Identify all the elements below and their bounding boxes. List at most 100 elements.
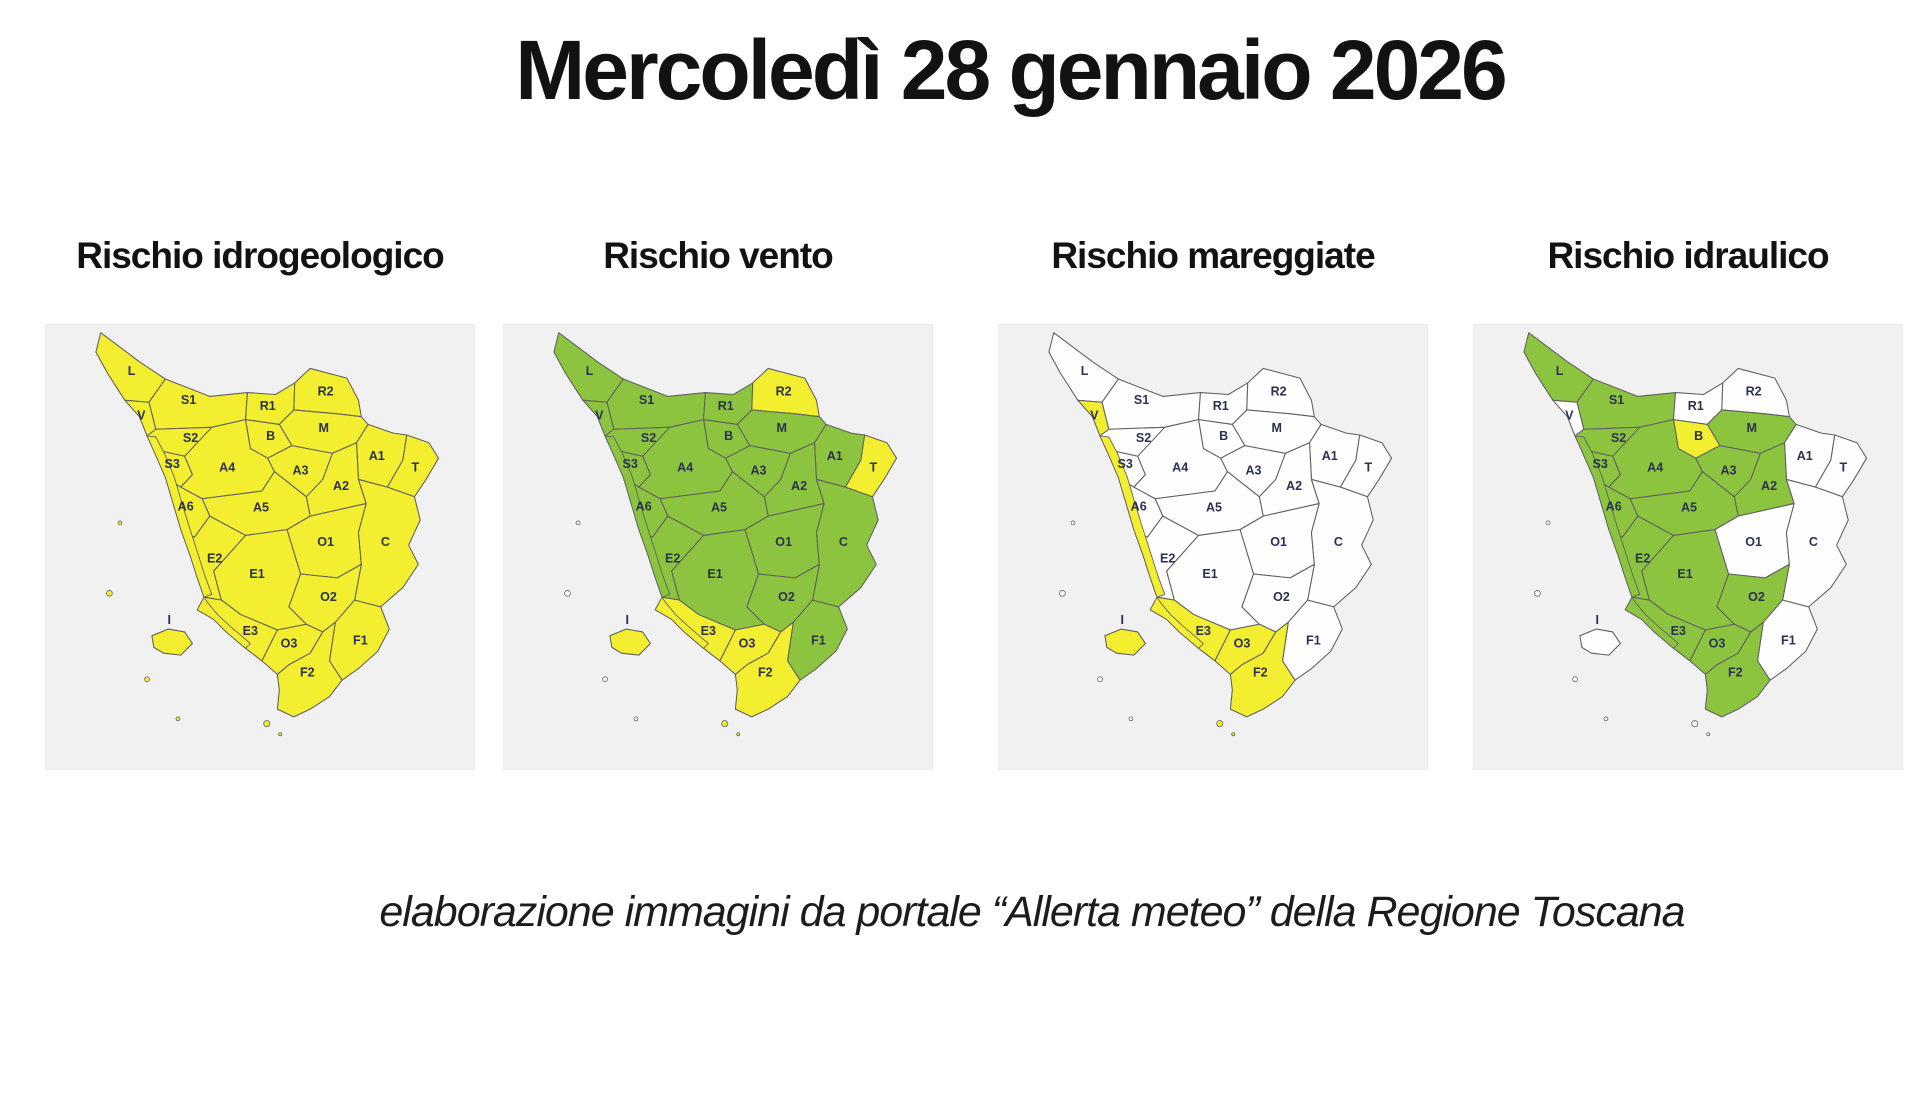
minor-island xyxy=(1070,520,1076,526)
zone-label-A2: A2 xyxy=(1761,479,1777,493)
zone-label-I: I xyxy=(1596,613,1599,627)
zone-F2 xyxy=(1229,621,1296,718)
zone-label-M: M xyxy=(776,421,786,435)
zone-label-T: T xyxy=(1365,461,1373,475)
zone-label-B: B xyxy=(1219,429,1228,443)
zone-label-S2: S2 xyxy=(641,431,656,445)
zone-T xyxy=(1339,434,1393,498)
zone-label-I: I xyxy=(626,613,629,627)
coastal-strip-coast1 xyxy=(1099,435,1166,598)
zone-label-A6: A6 xyxy=(636,500,652,514)
minor-island xyxy=(564,590,571,597)
coastal-strip-coast1 xyxy=(146,435,213,598)
zone-I xyxy=(1104,628,1146,656)
zone-F2 xyxy=(276,621,343,718)
minor-island xyxy=(1231,732,1236,737)
minor-island xyxy=(1534,590,1541,597)
zone-label-A2: A2 xyxy=(791,479,807,493)
zone-label-A5: A5 xyxy=(711,500,727,514)
zone-label-A3: A3 xyxy=(1721,464,1737,478)
zone-label-C: C xyxy=(839,535,848,549)
map-title-vento: Rischio vento xyxy=(603,235,834,277)
zone-label-S3: S3 xyxy=(1593,457,1608,471)
minor-island xyxy=(1706,732,1711,737)
coastal-strip-coast2 xyxy=(196,596,251,649)
zone-label-M: M xyxy=(1746,421,1756,435)
zone-label-A3: A3 xyxy=(751,464,767,478)
zone-label-A5: A5 xyxy=(1206,500,1222,514)
zone-label-A1: A1 xyxy=(1797,449,1813,463)
zone-label-F2: F2 xyxy=(1728,666,1743,680)
minor-island xyxy=(1059,590,1066,597)
zone-label-O2: O2 xyxy=(1273,590,1290,604)
zone-label-R2: R2 xyxy=(776,385,792,399)
zone-label-O1: O1 xyxy=(1270,535,1287,549)
minor-island xyxy=(144,676,150,683)
zone-label-E2: E2 xyxy=(1635,552,1650,566)
zone-label-O2: O2 xyxy=(320,590,337,604)
zone-label-R1: R1 xyxy=(260,399,276,413)
zone-label-E2: E2 xyxy=(665,552,680,566)
minor-island xyxy=(1572,676,1578,683)
zone-label-F1: F1 xyxy=(1781,634,1796,648)
minor-island xyxy=(575,520,581,526)
zone-label-T: T xyxy=(412,461,420,475)
zone-label-I: I xyxy=(168,613,171,627)
zone-label-V: V xyxy=(1090,409,1099,423)
zone-label-I: I xyxy=(1121,613,1124,627)
zone-label-S1: S1 xyxy=(181,393,196,407)
zone-label-V: V xyxy=(137,409,146,423)
minor-island xyxy=(1128,716,1134,722)
zone-label-V: V xyxy=(1565,409,1574,423)
zone-label-A4: A4 xyxy=(1647,461,1663,475)
zone-label-A2: A2 xyxy=(1286,479,1302,493)
zone-label-E1: E1 xyxy=(707,567,722,581)
zone-label-E1: E1 xyxy=(1202,567,1217,581)
coastal-strip-coast1 xyxy=(1574,435,1641,598)
zone-label-L: L xyxy=(1081,364,1089,378)
zone-label-A2: A2 xyxy=(333,479,349,493)
zone-label-A4: A4 xyxy=(1172,461,1188,475)
zone-label-T: T xyxy=(1840,461,1848,475)
minor-island xyxy=(1545,520,1551,526)
map-box-idraulico: L S1 V S2 S3 R1 R2 M B A4 A3 A1 T A2 A5 A6 O1 C E2 E1 O2 E3 O3… xyxy=(1473,324,1903,771)
zone-label-O1: O1 xyxy=(1745,535,1762,549)
zone-F2 xyxy=(1704,621,1771,718)
zone-label-E3: E3 xyxy=(1196,624,1211,638)
zone-label-R1: R1 xyxy=(1688,399,1704,413)
zone-label-O2: O2 xyxy=(1748,590,1765,604)
minor-island xyxy=(175,716,181,722)
coastal-strip-coast2 xyxy=(1624,596,1679,649)
zone-label-E3: E3 xyxy=(701,624,716,638)
zone-label-M: M xyxy=(318,421,328,435)
map-title-idraulico: Rischio idraulico xyxy=(1547,235,1829,277)
zone-label-E3: E3 xyxy=(243,624,258,638)
coastal-strip-coast2 xyxy=(654,596,709,649)
zone-label-F2: F2 xyxy=(758,666,773,680)
zone-label-V: V xyxy=(595,409,604,423)
zone-I xyxy=(1579,628,1621,656)
zone-I xyxy=(151,628,193,656)
zone-label-S3: S3 xyxy=(165,457,180,471)
zone-label-A3: A3 xyxy=(293,464,309,478)
zone-label-R2: R2 xyxy=(1271,385,1287,399)
zone-label-A5: A5 xyxy=(1681,500,1697,514)
map-title-mareggiate: Rischio mareggiate xyxy=(1051,235,1375,277)
minor-island xyxy=(117,520,123,526)
zone-label-S3: S3 xyxy=(1118,457,1133,471)
map-column-mareggiate: Rischio mareggiate L S1 V S2 S3 R1 R2 M B A4 A3 A1 T… xyxy=(998,235,1428,771)
zone-label-A3: A3 xyxy=(1246,464,1262,478)
zone-label-E2: E2 xyxy=(207,552,222,566)
zone-label-O1: O1 xyxy=(775,535,792,549)
zone-label-R2: R2 xyxy=(318,385,334,399)
minor-island xyxy=(1097,676,1103,683)
source-caption: elaborazione immagini da portale “Allert… xyxy=(379,888,1685,937)
zone-label-L: L xyxy=(128,364,136,378)
zone-label-A1: A1 xyxy=(369,449,385,463)
minor-island xyxy=(1603,716,1609,722)
zone-label-A1: A1 xyxy=(827,449,843,463)
zone-label-C: C xyxy=(381,535,390,549)
